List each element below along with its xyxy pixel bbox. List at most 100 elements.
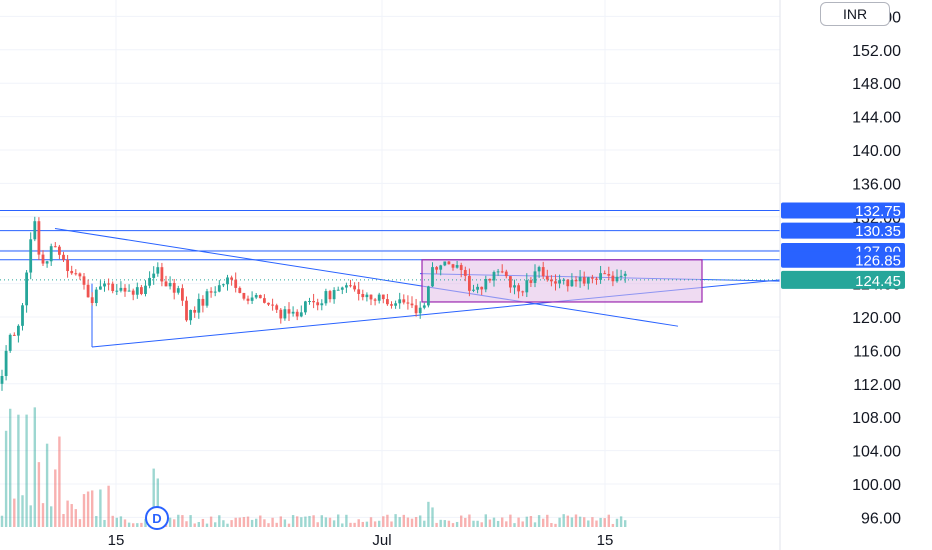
candle[interactable]: [545, 269, 549, 282]
candle[interactable]: [537, 265, 541, 278]
candle[interactable]: [418, 301, 422, 319]
candle[interactable]: [431, 262, 434, 288]
candle[interactable]: [82, 273, 86, 290]
candle[interactable]: [74, 269, 78, 276]
candle[interactable]: [554, 274, 557, 291]
candle[interactable]: [324, 288, 328, 306]
candle[interactable]: [357, 281, 361, 301]
candle[interactable]: [29, 232, 33, 280]
candle[interactable]: [287, 302, 291, 322]
candle[interactable]: [320, 299, 324, 311]
candle[interactable]: [94, 287, 98, 307]
candle[interactable]: [595, 277, 598, 285]
candle[interactable]: [365, 292, 369, 302]
candle[interactable]: [578, 270, 582, 288]
candle[interactable]: [484, 275, 488, 293]
candle[interactable]: [12, 332, 16, 336]
candle[interactable]: [340, 286, 344, 295]
candle[interactable]: [193, 306, 197, 318]
candle[interactable]: [53, 242, 57, 248]
candle[interactable]: [406, 295, 410, 310]
upper-trendline[interactable]: [54, 227, 679, 327]
candle[interactable]: [164, 275, 168, 287]
candle[interactable]: [107, 278, 110, 291]
candle[interactable]: [111, 281, 115, 294]
candle[interactable]: [209, 287, 213, 298]
time-axis[interactable]: 15 Jul 15: [108, 532, 614, 549]
candle[interactable]: [283, 306, 287, 321]
candle[interactable]: [517, 283, 520, 299]
candle[interactable]: [250, 291, 254, 304]
candle[interactable]: [58, 244, 61, 260]
candle[interactable]: [427, 285, 430, 308]
candle[interactable]: [279, 307, 283, 324]
candle[interactable]: [398, 292, 402, 309]
candle[interactable]: [160, 262, 164, 287]
candle[interactable]: [607, 266, 611, 281]
candle[interactable]: [541, 261, 545, 280]
candle[interactable]: [115, 284, 119, 295]
candle[interactable]: [394, 300, 397, 309]
candle[interactable]: [509, 276, 512, 293]
candle[interactable]: [222, 283, 225, 288]
candle[interactable]: [168, 276, 172, 290]
consolidation-range-box[interactable]: [421, 259, 703, 303]
chart-drawings[interactable]: [0, 210, 781, 348]
candle[interactable]: [41, 250, 45, 266]
candle[interactable]: [402, 294, 406, 305]
candle[interactable]: [373, 297, 377, 306]
candle[interactable]: [586, 276, 590, 290]
candle[interactable]: [435, 266, 438, 274]
candle[interactable]: [558, 274, 561, 289]
candle[interactable]: [533, 264, 537, 288]
candle[interactable]: [299, 305, 303, 318]
candle[interactable]: [205, 288, 209, 308]
candle[interactable]: [246, 295, 250, 305]
candle[interactable]: [308, 297, 311, 305]
candle[interactable]: [496, 268, 500, 276]
dividend-circle[interactable]: [145, 506, 169, 530]
candle[interactable]: [562, 278, 566, 285]
currency-label[interactable]: INR: [820, 2, 890, 26]
candle[interactable]: [213, 286, 217, 297]
candle[interactable]: [99, 280, 102, 290]
candle[interactable]: [17, 324, 20, 343]
candle[interactable]: [599, 265, 602, 284]
candle[interactable]: [390, 301, 393, 309]
candle[interactable]: [345, 282, 348, 293]
candle[interactable]: [172, 278, 176, 300]
candle[interactable]: [258, 294, 262, 299]
candle[interactable]: [439, 264, 443, 276]
candlestick-series[interactable]: [0, 216, 627, 391]
candle[interactable]: [472, 284, 475, 293]
candle[interactable]: [152, 266, 156, 285]
candle[interactable]: [123, 284, 127, 297]
candle[interactable]: [242, 292, 246, 301]
candle[interactable]: [369, 294, 373, 306]
candle[interactable]: [217, 280, 221, 293]
candle[interactable]: [127, 284, 131, 292]
candle[interactable]: [66, 255, 69, 278]
candle[interactable]: [176, 285, 180, 295]
candle[interactable]: [566, 279, 570, 292]
candle[interactable]: [443, 261, 447, 267]
candle[interactable]: [513, 279, 516, 295]
candle[interactable]: [381, 294, 385, 304]
candle[interactable]: [131, 288, 135, 301]
candle[interactable]: [140, 284, 143, 296]
candle[interactable]: [570, 273, 574, 287]
candle[interactable]: [476, 283, 479, 294]
candle[interactable]: [488, 278, 492, 283]
candle[interactable]: [312, 293, 315, 309]
candle[interactable]: [185, 296, 188, 322]
candle[interactable]: [591, 274, 594, 284]
candle[interactable]: [103, 280, 106, 292]
candle[interactable]: [504, 269, 508, 279]
candle[interactable]: [492, 270, 496, 287]
candle[interactable]: [414, 298, 418, 317]
candle[interactable]: [422, 302, 426, 310]
candle[interactable]: [197, 293, 201, 319]
candle[interactable]: [459, 262, 463, 278]
candle[interactable]: [238, 286, 242, 294]
